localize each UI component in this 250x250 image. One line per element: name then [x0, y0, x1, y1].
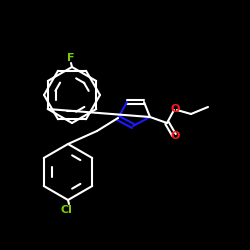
- Text: O: O: [170, 131, 180, 141]
- Text: O: O: [170, 104, 180, 114]
- Text: F: F: [67, 53, 75, 63]
- Text: Cl: Cl: [60, 205, 72, 215]
